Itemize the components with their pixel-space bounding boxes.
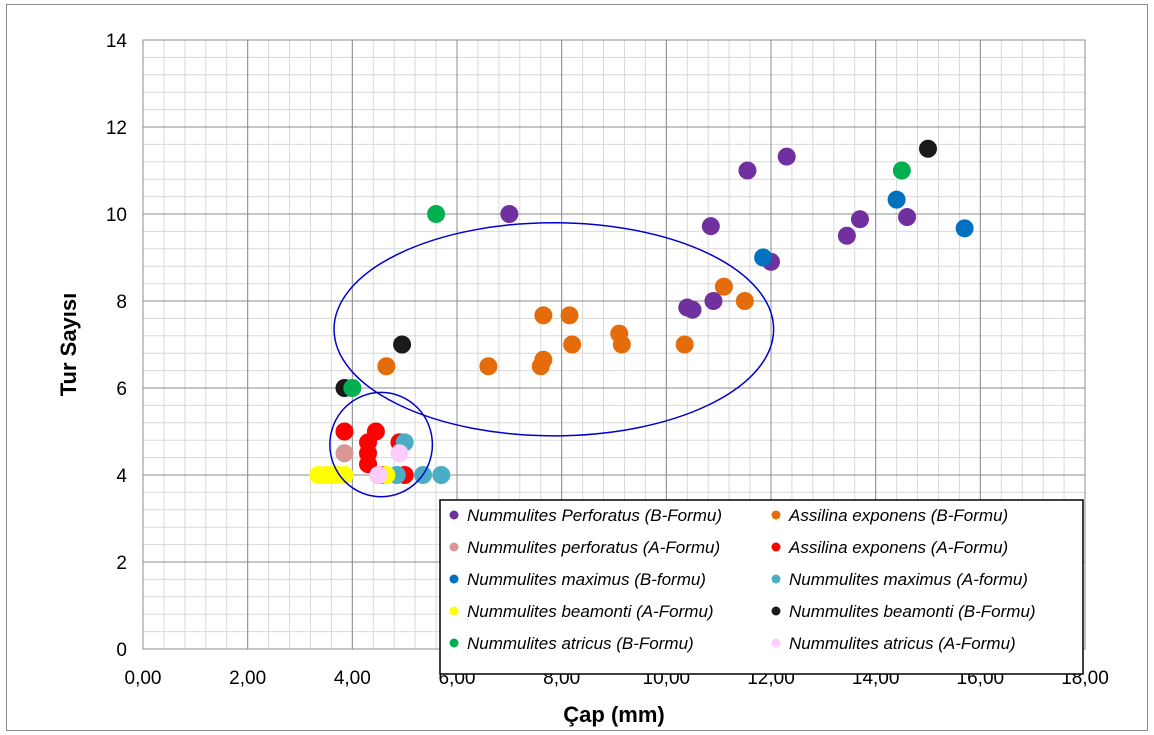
data-point [701,217,720,236]
legend-marker [449,606,459,616]
data-point [390,444,409,463]
annotation-ellipse [333,221,775,437]
data-point [675,335,694,354]
legend-marker [771,510,781,520]
x-tick-label: 2,00 [229,668,266,689]
data-point [534,350,553,369]
y-axis-tick-labels: 0 2 4 6 8 10 12 14 [106,31,128,661]
legend-label: Nummulites maximus (B-formu) [467,570,706,589]
data-point [479,357,498,376]
y-tick-label: 0 [116,640,127,661]
data-point [837,226,856,245]
data-point [898,208,917,227]
legend-marker [771,574,781,584]
legend-marker [771,638,781,648]
data-point [563,335,582,354]
data-points [309,139,974,484]
legend-marker [771,606,781,616]
legend-label: Assilina exponens (B-Formu) [788,506,1008,525]
legend-label: Assilina exponens (A-Formu) [788,538,1008,557]
legend: Nummulites Perforatus (B-Formu) Assilina … [439,499,1084,675]
data-point [704,292,723,310]
legend-marker [449,638,459,648]
y-tick-label: 14 [106,31,128,52]
y-tick-label: 4 [116,466,127,487]
data-point [735,292,754,310]
annotation-ellipse [329,391,434,498]
legend-label: Nummulites beamonti (B-Formu) [789,602,1036,621]
legend-marker [771,542,781,552]
y-tick-label: 6 [116,379,127,400]
data-point [919,139,937,158]
y-tick-label: 10 [106,205,127,226]
data-point [714,277,733,296]
data-point [738,161,757,180]
data-point [612,335,631,354]
data-point [560,306,579,325]
data-point [335,466,354,484]
data-point [343,379,362,397]
y-tick-label: 8 [116,292,127,313]
data-point [427,205,446,223]
x-axis-title: Çap (mm) [563,702,664,727]
data-point [887,190,906,209]
legend-box [439,499,1084,675]
y-tick-label: 12 [106,118,127,139]
y-axis-title: Tur Sayısı [56,293,81,397]
data-point [500,205,519,223]
legend-label: Nummulites beamonti (A-Formu) [467,602,714,621]
data-point [369,466,388,484]
x-tick-label: 4,00 [334,668,371,689]
data-point [432,466,451,484]
legend-marker [449,542,459,552]
data-point [754,248,773,267]
legend-label: Nummulites atricus (A-Formu) [789,634,1016,653]
data-point [955,219,974,238]
data-point [335,444,354,463]
data-point [892,161,911,180]
data-point [366,422,385,441]
y-tick-label: 2 [116,553,127,574]
legend-marker [449,574,459,584]
data-point [534,306,553,325]
data-point [850,210,869,229]
legend-label: Nummulites perforatus (A-Formu) [467,538,720,557]
legend-label: Nummulites maximus (A-formu) [789,570,1028,589]
legend-label: Nummulites atricus (B-Formu) [467,634,694,653]
x-tick-label: 0,00 [125,668,162,689]
data-point [335,422,354,441]
data-point [393,335,412,354]
legend-label: Nummulites Perforatus (B-Formu) [467,506,722,525]
data-point [683,300,702,319]
annotation-ellipses [329,221,775,498]
data-point [777,147,796,166]
legend-marker [449,510,459,520]
data-point [377,357,396,376]
